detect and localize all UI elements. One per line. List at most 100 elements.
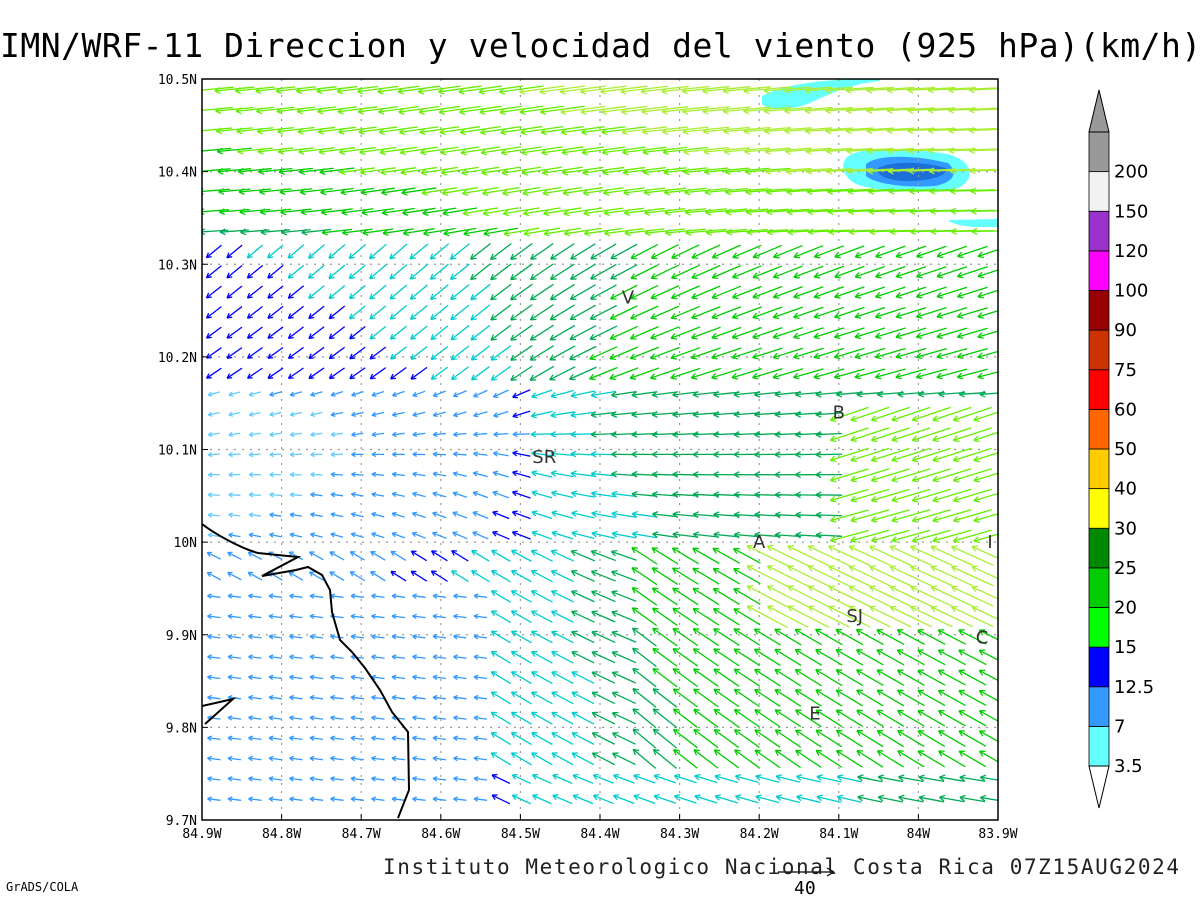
town-label: A: [753, 532, 766, 553]
colorbar-label: 7: [1114, 716, 1125, 737]
wind-arrow: [530, 610, 553, 624]
wind-arrow: [530, 410, 553, 419]
wind-arrow: [754, 749, 781, 769]
wind-arrow: [870, 488, 910, 503]
wind-arrow: [549, 263, 575, 281]
wind-arrow: [898, 774, 924, 783]
wind-arrow: [726, 228, 768, 236]
wind-arrow: [207, 735, 221, 741]
wind-arrow: [391, 776, 406, 782]
wind-arrow: [310, 492, 323, 498]
wind-arrow: [691, 264, 721, 280]
wind-arrow: [971, 565, 998, 580]
wind-arrow: [651, 587, 678, 606]
wind-arrow: [268, 755, 283, 762]
wind-arrow: [649, 367, 680, 380]
wind-arrow: [309, 715, 324, 721]
colorbar-segment: [1088, 607, 1110, 648]
wind-arrow: [711, 265, 742, 279]
wind-arrow: [916, 286, 947, 299]
wind-arrow: [412, 593, 426, 599]
wind-arrow: [207, 472, 220, 478]
wind-arrow: [531, 450, 553, 457]
wind-arrow: [733, 608, 761, 626]
wind-arrow: [807, 585, 850, 608]
wind-arrow: [228, 451, 241, 458]
wind-arrow: [691, 244, 721, 259]
wind-arrow: [248, 694, 262, 701]
wind-arrow: [549, 324, 576, 341]
wind-arrow: [412, 755, 426, 762]
wind-arrow: [330, 755, 344, 762]
wind-arrow: [432, 776, 447, 782]
wind-arrow: [268, 796, 283, 802]
wind-arrow: [499, 105, 544, 116]
wind-arrow: [889, 545, 933, 567]
colorbar-label: 30: [1114, 518, 1137, 539]
wind-arrow: [389, 264, 408, 280]
wind-arrow: [854, 265, 886, 279]
wind-arrow: [391, 531, 406, 539]
wind-arrow: [256, 106, 295, 115]
wind-arrow: [746, 228, 789, 236]
wind-arrow: [308, 305, 325, 320]
wind-arrow: [603, 207, 645, 217]
wind-arrow: [673, 773, 697, 784]
wind-arrow: [237, 167, 272, 175]
wind-arrow: [927, 86, 977, 94]
wind-arrow: [349, 346, 366, 360]
wind-arrow: [402, 228, 435, 237]
wind-arrow: [570, 390, 596, 399]
wind-arrow: [898, 794, 924, 803]
wind-arrow: [815, 491, 843, 499]
wind-arrow: [973, 492, 998, 503]
wind-arrow: [713, 390, 740, 398]
wind-arrow: [968, 86, 998, 94]
wind-arrow: [320, 208, 353, 216]
wind-arrow: [490, 711, 512, 725]
wind-arrow: [207, 613, 221, 620]
wind-arrow: [432, 654, 447, 660]
wind-arrow: [330, 391, 344, 397]
wind-arrow: [713, 531, 740, 539]
wind-arrow: [958, 669, 987, 686]
wind-arrow: [268, 694, 283, 701]
wind-arrow: [369, 325, 387, 340]
wind-arrow: [875, 265, 906, 279]
wind-arrow: [432, 531, 447, 540]
wind-arrow: [412, 451, 426, 458]
wind-arrow: [856, 709, 884, 727]
wind-arrow: [207, 674, 221, 681]
wind-arrow: [670, 305, 701, 320]
wind-arrow: [704, 187, 749, 196]
wind-arrow: [309, 735, 324, 741]
wind-arrow: [552, 773, 573, 784]
wind-arrow: [248, 512, 261, 518]
wind-arrow: [733, 729, 760, 748]
x-tick-label: 84.7W: [342, 827, 381, 842]
wind-arrow: [453, 451, 467, 457]
wind-arrow: [490, 731, 512, 746]
wind-arrow: [246, 367, 263, 379]
wind-arrow: [340, 187, 375, 196]
wind-arrow: [470, 304, 491, 321]
wind-arrow: [297, 126, 336, 135]
wind-arrow: [318, 147, 356, 155]
wind-arrow: [611, 530, 637, 539]
wind-arrow: [600, 105, 647, 115]
wind-arrow: [430, 550, 448, 562]
wind-arrow: [591, 590, 616, 603]
wind-arrow: [248, 715, 262, 721]
x-tick-label: 84.8W: [262, 827, 301, 842]
wind-arrow: [500, 125, 543, 136]
wind-arrow: [510, 590, 532, 603]
wind-arrow: [490, 345, 512, 361]
wind-arrow: [432, 735, 447, 741]
wind-arrow: [911, 468, 951, 483]
wind-arrow: [712, 608, 740, 626]
wind-arrow: [473, 735, 488, 741]
colorbar-segment: [1088, 290, 1110, 331]
wind-arrow: [813, 286, 845, 299]
wind-arrow: [973, 472, 998, 483]
wind-arrow: [531, 650, 553, 664]
